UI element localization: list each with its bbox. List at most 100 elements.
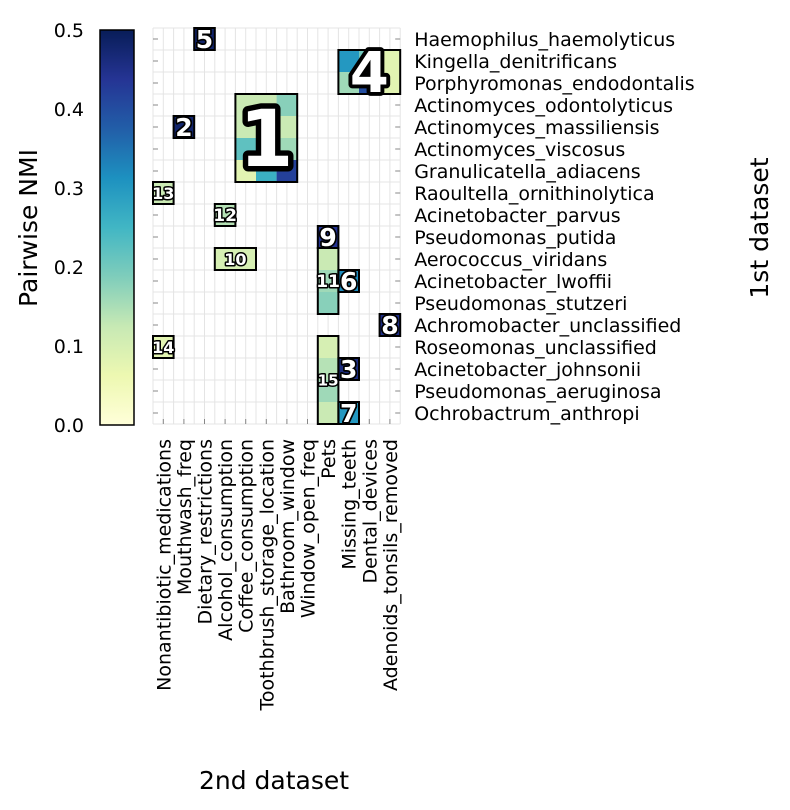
cluster-box: [213, 203, 237, 227]
heatmap-cell: [235, 94, 256, 116]
colorbar-label: Pairwise NMI: [14, 149, 43, 307]
cluster-label: 4: [350, 41, 389, 106]
heatmap-cell: [317, 402, 339, 424]
y-tick-label: Aerococcus_viridans: [414, 249, 607, 271]
x-tick-label: Nonantibiotic_medications: [153, 439, 175, 691]
y-tick-label: Haemophilus_haemolyticus: [414, 29, 675, 51]
heatmap-cell: [256, 94, 277, 116]
heatmap-cell: [317, 248, 339, 270]
heatmap-cells: [153, 28, 401, 424]
y-tick-label: Acinetobacter_parvus: [414, 205, 621, 227]
heatmap-cell: [153, 182, 174, 204]
heatmap-cell: [317, 336, 339, 358]
heatmap-cell: [379, 50, 401, 72]
cluster-label: 14: [152, 338, 174, 357]
heatmap-cell: [317, 270, 339, 292]
heatmap-cell: [256, 160, 277, 182]
x-tick-label: Pets: [318, 439, 340, 479]
cluster-box: [172, 115, 196, 139]
cluster-outlines: [152, 27, 402, 425]
y-tick-label: Porphyromonas_endodontalis: [414, 73, 695, 95]
cluster-box: [337, 49, 402, 95]
cluster-label: 8: [381, 311, 398, 340]
x-tick-label: Toothbrush_storage_location: [256, 439, 278, 712]
y-tick-label: Actinomyces_odontolyticus: [414, 95, 673, 117]
x-tick-label: Bathroom_window: [277, 439, 299, 614]
cluster-label: 11: [316, 272, 340, 292]
y-tick-labels: Haemophilus_haemolyticusKingella_denitri…: [414, 29, 695, 425]
cluster-label: 5: [196, 25, 213, 54]
heatmap-cell: [338, 72, 359, 94]
heatmap-cell: [256, 138, 277, 160]
colorbar-tick-label: 0.1: [54, 336, 84, 358]
heatmap-cell: [276, 94, 298, 116]
x-tick-labels: Nonantibiotic_medicationsMouthwash_freqD…: [153, 439, 402, 712]
heatmap-cell: [235, 138, 256, 160]
y-tick-label: Ochrobactrum_anthropi: [414, 403, 639, 425]
x-tick-label: Alcohol_consumption: [215, 439, 237, 641]
heatmap-cell: [235, 116, 256, 138]
cluster-box: [152, 335, 175, 359]
cluster-box: [193, 27, 216, 51]
heatmap-cell: [359, 72, 380, 94]
x-tick-label: Missing_teeth: [339, 439, 361, 570]
y-tick-label: Pseudomonas_aeruginosa: [414, 381, 661, 403]
colorbar-tick-label: 0.0: [54, 415, 84, 437]
heatmap-cell: [379, 72, 401, 94]
colorbar-tick-label: 0.3: [54, 178, 84, 200]
heatmap-cell: [338, 50, 359, 72]
cluster-label: 10: [224, 250, 246, 269]
heatmap-cell: [214, 248, 236, 270]
colorbar: 0.0 0.1 0.2 0.3 0.4 0.5 Pairwise NMI: [14, 20, 135, 437]
y-tick-label: Actinomyces_massiliensis: [414, 117, 659, 139]
y-tick-label: Acinetobacter_lwoffii: [414, 271, 612, 293]
heatmap-cell: [338, 270, 359, 292]
cluster-label: 2: [175, 113, 192, 142]
x-tick-label: Adenoids_tonsils_removed: [380, 439, 402, 691]
cluster-box: [316, 247, 340, 315]
y-tick-label: Pseudomonas_stutzeri: [414, 293, 627, 315]
colorbar-tick-label: 0.5: [54, 20, 84, 42]
y-tick-label: Roseomonas_unclassified: [414, 337, 657, 359]
cluster-label: 6: [340, 267, 357, 296]
cluster-label: 13: [152, 184, 174, 203]
cluster-label: 3: [340, 355, 357, 384]
x-tick-label: Mouthwash_freq: [174, 439, 196, 595]
colorbar-tick-label: 0.2: [54, 257, 84, 279]
y-axis-title: 1st dataset: [745, 157, 774, 298]
y-tick-label: Raoultella_ornithinolytica: [414, 183, 654, 205]
y-tick-label: Acinetobacter_johnsonii: [414, 359, 641, 381]
heatmap-cell: [359, 50, 380, 72]
heatmap-cell: [276, 160, 298, 182]
y-tick-label: Achromobacter_unclassified: [414, 315, 681, 337]
cluster-label: 9: [319, 223, 336, 252]
heatmap-cell: [317, 226, 339, 248]
heatmap-cell: [317, 380, 339, 402]
cluster-label: 12: [213, 206, 237, 226]
y-tick-label: Kingella_denitrificans: [414, 51, 617, 73]
x-tick-label: Dietary_restrictions: [195, 439, 217, 625]
y-tick-label: Granulicatella_adiacens: [414, 161, 640, 183]
heatmap-cell: [338, 358, 359, 380]
heatmap-cell: [256, 116, 277, 138]
heatmap-cell: [276, 138, 298, 160]
cluster-label: 1: [239, 95, 293, 185]
cluster-box: [213, 247, 258, 271]
cluster-box: [378, 313, 402, 337]
heatmap-cell: [338, 402, 359, 424]
cluster-box: [234, 93, 299, 183]
heatmap-cell: [379, 314, 401, 336]
x-tick-label: Window_open_freq: [298, 439, 320, 618]
heatmap-cell: [194, 28, 215, 50]
colorbar-tick-label: 0.4: [54, 99, 84, 121]
heatmap-cell: [317, 358, 339, 380]
cluster-label: 15: [318, 371, 339, 389]
cluster-box: [152, 181, 175, 205]
cluster-label: 7: [340, 399, 357, 428]
x-tick-label: Coffee_consumption: [236, 439, 258, 633]
heatmap-cell: [214, 204, 236, 226]
heatmap-cell: [276, 116, 298, 138]
y-tick-label: Pseudomonas_putida: [414, 227, 616, 249]
